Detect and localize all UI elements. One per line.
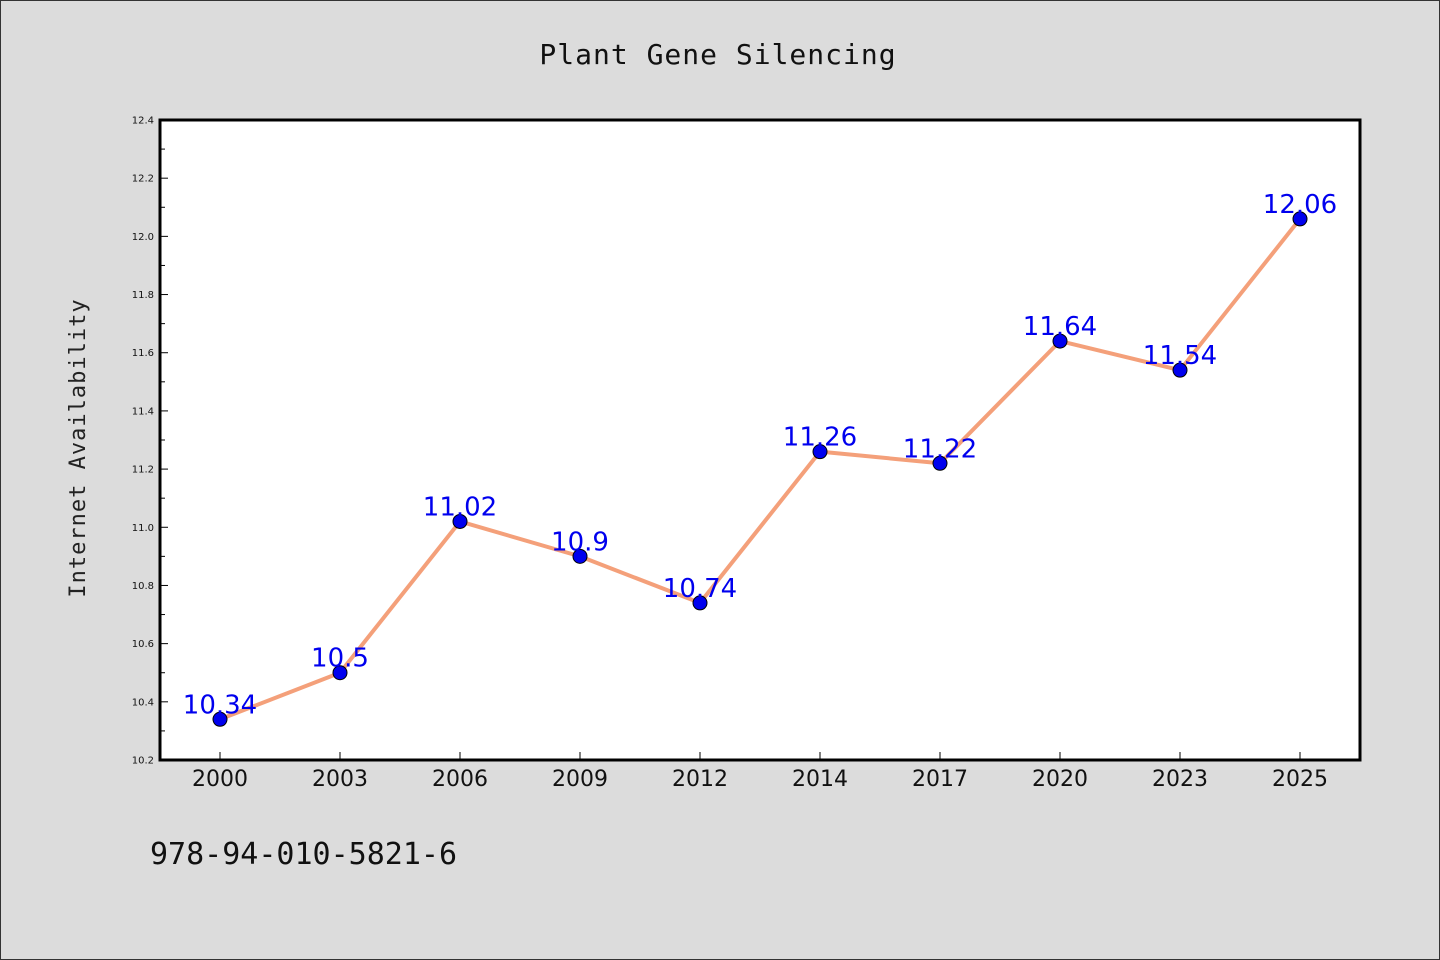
data-point [692, 595, 708, 611]
x-tick-label: 2025 [1272, 767, 1328, 792]
data-label: 11.02 [423, 492, 497, 522]
y-tick-label: 11.8 [132, 290, 154, 301]
x-tick-label: 2012 [672, 767, 728, 792]
y-axis-ticks: 10.2 10.4 10.6 10.8 11.0 11.2 11.4 11.6 11.8 12.0… [132, 116, 168, 767]
data-label: 11.64 [1023, 312, 1097, 342]
data-point [812, 444, 828, 460]
x-tick-label: 2000 [192, 767, 248, 792]
x-tick-label: 2017 [912, 767, 968, 792]
x-tick-label: 2003 [312, 767, 368, 792]
data-point [572, 548, 588, 564]
footnote-isbn: 978-94-010-5821-6 [150, 837, 457, 872]
y-tick-label: 10.4 [132, 697, 154, 708]
x-tick-label: 2014 [792, 767, 848, 792]
x-axis-ticks: 2000 2003 2006 2009 2012 2014 2017 2020 2023 2025 [192, 752, 1328, 792]
y-axis-label: Internet Availability [66, 298, 91, 597]
data-point [1052, 333, 1068, 349]
x-tick-label: 2020 [1032, 767, 1088, 792]
data-point [212, 711, 228, 727]
y-tick-label: 12.2 [132, 174, 154, 185]
data-point [332, 665, 348, 681]
y-tick-label: 12.4 [132, 116, 154, 127]
x-tick-label: 2023 [1152, 767, 1208, 792]
y-tick-label: 11.0 [132, 523, 154, 534]
data-point [932, 455, 948, 471]
data-label: 10.5 [311, 644, 369, 674]
data-label: 10.9 [551, 527, 609, 557]
series-line [218, 216, 1302, 722]
y-tick-label: 12.0 [132, 232, 154, 243]
y-tick-label: 10.6 [132, 639, 154, 650]
data-label: 11.26 [783, 423, 857, 453]
x-tick-label: 2009 [552, 767, 608, 792]
y-tick-label: 11.4 [132, 406, 154, 417]
y-tick-label: 11.2 [132, 465, 154, 476]
y-tick-label: 10.2 [132, 756, 154, 767]
data-label: 12.06 [1263, 190, 1337, 220]
x-tick-label: 2006 [432, 767, 488, 792]
data-label: 11.54 [1143, 341, 1217, 371]
data-label: 10.34 [183, 690, 257, 720]
data-point [1172, 362, 1188, 378]
data-label: 11.22 [903, 434, 977, 464]
y-tick-label: 11.6 [132, 348, 154, 359]
data-point [452, 513, 468, 529]
data-label: 10.74 [663, 574, 737, 604]
data-labels-group: 10.34 10.5 11.02 10.9 10.74 11.26 11.22 11.64 11… [183, 190, 1337, 720]
series-line-group [212, 211, 1308, 727]
plot-area [158, 118, 1362, 762]
chart-title: Plant Gene Silencing [539, 38, 896, 71]
y-tick-label: 10.8 [132, 581, 154, 592]
data-point [1292, 211, 1308, 227]
